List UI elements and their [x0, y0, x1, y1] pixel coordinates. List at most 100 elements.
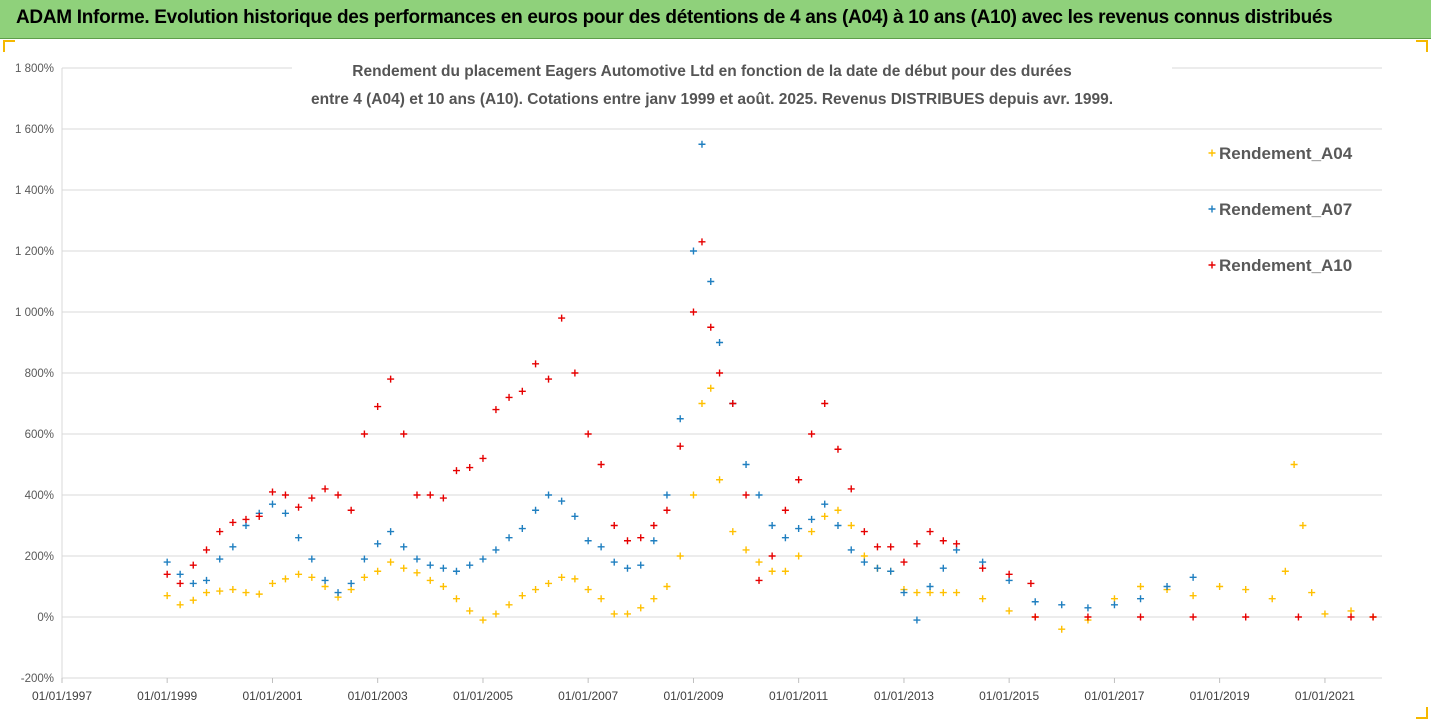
- data-point: [1290, 461, 1298, 468]
- data-point: [939, 537, 947, 545]
- data-point: [1242, 613, 1250, 621]
- data-point: [163, 592, 171, 600]
- data-point: [584, 537, 592, 545]
- series-Rendement_A07: [163, 140, 1197, 624]
- chart-banner: ADAM Informe. Evolution historique des p…: [0, 0, 1431, 39]
- data-point: [492, 546, 500, 554]
- data-point: [558, 573, 566, 581]
- data-point: [716, 339, 724, 346]
- data-point: [698, 238, 706, 246]
- y-tick-label: 400%: [25, 490, 54, 502]
- data-point: [663, 583, 671, 590]
- data-point: [808, 528, 816, 536]
- data-point: [698, 400, 706, 407]
- data-point: [939, 564, 947, 572]
- y-tick-label: 600%: [25, 429, 54, 441]
- data-point: [676, 415, 684, 423]
- legend: Rendement_A04 Rendement_A07 Rendement_A10: [1208, 144, 1353, 275]
- data-point: [426, 576, 434, 584]
- data-point: [545, 579, 553, 587]
- chart-title-line1: Rendement du placement Eagers Automotive…: [352, 63, 1071, 80]
- data-point: [347, 586, 355, 594]
- data-point: [979, 558, 987, 566]
- data-point: [808, 430, 816, 438]
- x-tick-label: 01/01/2009: [663, 689, 723, 703]
- data-point: [887, 567, 895, 575]
- legend-marker: [1208, 261, 1216, 269]
- data-point: [242, 515, 250, 523]
- data-point: [900, 589, 908, 597]
- x-tick-label: 01/01/2003: [348, 689, 408, 703]
- data-point: [1137, 595, 1145, 603]
- data-point: [821, 400, 829, 407]
- data-point: [203, 546, 211, 554]
- x-tick-label: 01/01/2007: [558, 689, 618, 703]
- data-point: [663, 491, 671, 499]
- data-point: [716, 476, 724, 484]
- data-point: [176, 579, 184, 587]
- data-point: [229, 543, 237, 551]
- data-point: [623, 537, 631, 545]
- data-point: [321, 576, 329, 584]
- data-point: [650, 522, 658, 529]
- data-point: [466, 607, 474, 615]
- data-point: [926, 583, 934, 590]
- data-point: [707, 384, 715, 392]
- data-point: [1321, 610, 1329, 618]
- data-point: [597, 543, 605, 551]
- data-point: [308, 494, 316, 502]
- data-point: [979, 564, 987, 572]
- legend-marker: [1208, 149, 1216, 157]
- data-point: [321, 583, 329, 590]
- data-point: [610, 558, 618, 566]
- data-point: [505, 601, 513, 609]
- data-point: [1347, 607, 1355, 615]
- data-point: [268, 488, 276, 496]
- data-point: [1058, 601, 1066, 609]
- y-tick-label: 1 000%: [15, 307, 54, 319]
- data-point: [216, 555, 224, 563]
- data-point: [374, 540, 382, 548]
- data-point: [873, 564, 881, 572]
- data-point: [597, 461, 605, 468]
- data-point: [637, 604, 645, 612]
- data-point: [479, 616, 487, 624]
- y-tick-label: 1 400%: [15, 185, 54, 197]
- data-point: [768, 567, 776, 575]
- data-point: [689, 247, 697, 255]
- series-Rendement_A10: [163, 238, 1377, 621]
- data-point: [452, 567, 460, 575]
- data-point: [189, 596, 197, 604]
- data-point: [623, 610, 631, 618]
- data-point: [466, 464, 474, 472]
- title-background: [292, 56, 1172, 114]
- data-point: [229, 518, 237, 526]
- data-point: [268, 579, 276, 587]
- data-point: [900, 558, 908, 566]
- data-point: [1189, 592, 1197, 600]
- data-point: [189, 561, 197, 569]
- data-point: [729, 400, 737, 407]
- data-point: [676, 442, 684, 450]
- data-point: [1005, 576, 1013, 584]
- y-tick-label: 1 600%: [15, 124, 54, 136]
- data-point: [216, 587, 224, 595]
- x-axis: 01/01/1997 01/01/1999 01/01/2001 01/01/2003…: [32, 678, 1355, 703]
- data-point: [584, 430, 592, 438]
- data-point: [242, 522, 250, 529]
- data-point: [847, 546, 855, 554]
- data-point: [834, 522, 842, 529]
- data-point: [926, 528, 934, 536]
- data-point: [281, 575, 289, 583]
- data-point: [755, 491, 763, 499]
- data-point: [400, 564, 408, 572]
- corner-mark-right: [1416, 40, 1428, 52]
- data-point: [650, 595, 658, 603]
- data-point: [374, 403, 382, 411]
- data-point: [913, 540, 921, 548]
- data-point: [834, 445, 842, 453]
- legend-label: Rendement_A04: [1219, 144, 1353, 163]
- data-point: [308, 555, 316, 563]
- x-tick-label: 01/01/1997: [32, 689, 92, 703]
- x-tick-label: 01/01/2013: [874, 689, 934, 703]
